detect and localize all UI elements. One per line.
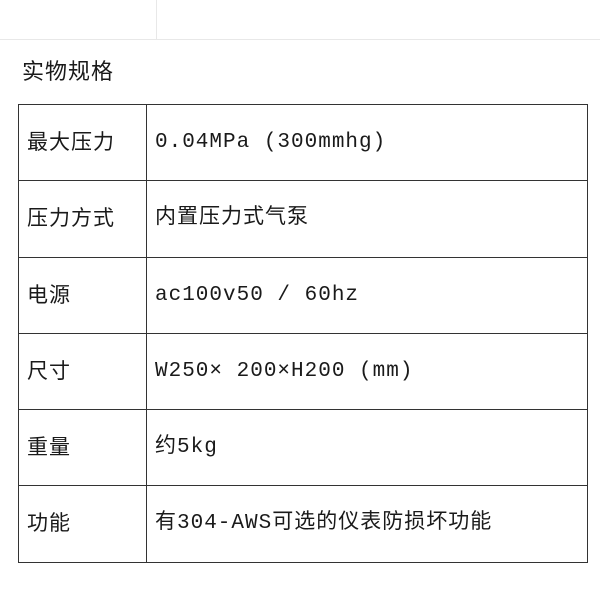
table-row: 电源 ac100v50 / 60hz xyxy=(19,257,588,333)
table-row: 压力方式 内置压力式气泵 xyxy=(19,181,588,257)
spec-value: 0.04MPa (300mmhg) xyxy=(147,105,588,181)
spec-table: 最大压力 0.04MPa (300mmhg) 压力方式 内置压力式气泵 电源 a… xyxy=(18,104,588,563)
spec-label: 重量 xyxy=(19,410,147,486)
spec-value: W250× 200×H200 (mm) xyxy=(147,333,588,409)
table-row: 最大压力 0.04MPa (300mmhg) xyxy=(19,105,588,181)
table-row: 尺寸 W250× 200×H200 (mm) xyxy=(19,333,588,409)
spec-label: 压力方式 xyxy=(19,181,147,257)
page-title: 实物规格 xyxy=(22,54,588,86)
spec-value: 有304-AWS可选的仪表防损坏功能 xyxy=(147,486,588,562)
spec-value: 内置压力式气泵 xyxy=(147,181,588,257)
table-row: 功能 有304-AWS可选的仪表防损坏功能 xyxy=(19,486,588,562)
spec-value: 约5kg xyxy=(147,410,588,486)
spec-label: 功能 xyxy=(19,486,147,562)
spec-label: 电源 xyxy=(19,257,147,333)
table-row: 重量 约5kg xyxy=(19,410,588,486)
spec-label: 最大压力 xyxy=(19,105,147,181)
faint-grid-divider xyxy=(156,0,157,40)
spec-label: 尺寸 xyxy=(19,333,147,409)
content-container: 实物规格 最大压力 0.04MPa (300mmhg) 压力方式 内置压力式气泵… xyxy=(0,0,600,583)
spec-value: ac100v50 / 60hz xyxy=(147,257,588,333)
faint-grid-top xyxy=(0,0,600,40)
